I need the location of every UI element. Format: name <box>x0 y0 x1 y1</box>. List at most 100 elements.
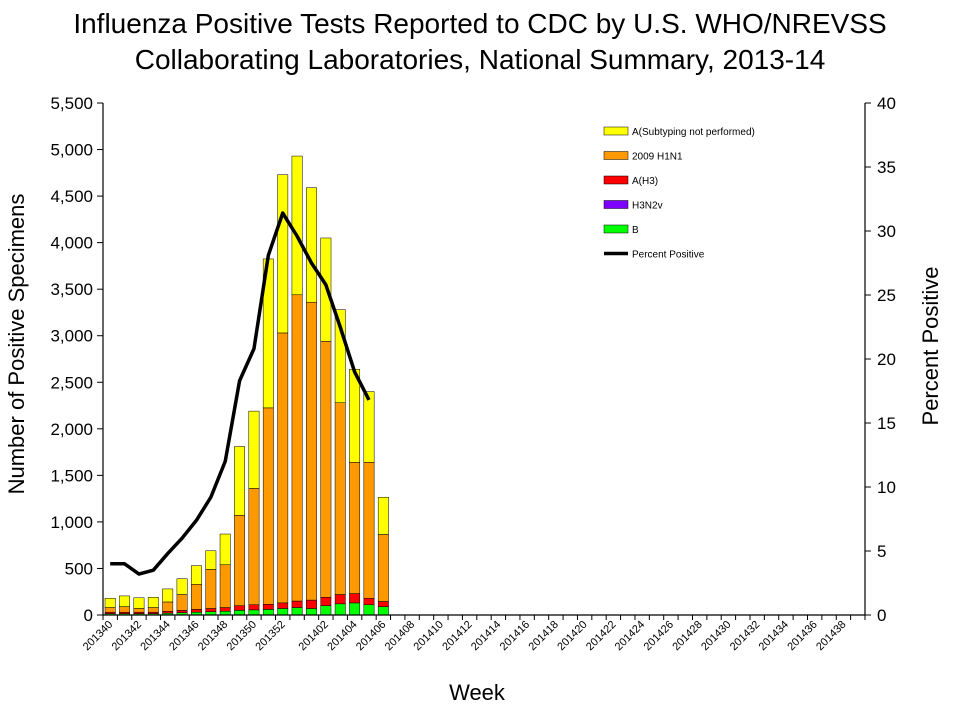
bar-b-201350 <box>248 609 260 616</box>
bar-2009-h1n1-201403 <box>334 402 346 595</box>
bar-a-subtyping-not-performed--201345 <box>176 578 188 595</box>
bar-a-subtyping-not-performed--201401 <box>306 187 317 303</box>
bar-b-201403 <box>334 603 346 616</box>
bar-a-subtyping-not-performed--201347 <box>205 550 217 570</box>
bar-2009-h1n1-201342 <box>133 608 145 613</box>
bar-a-subtyping-not-performed--201342 <box>133 597 145 609</box>
legend-label: Percent Positive <box>632 250 705 261</box>
x-tick-label: 201426 <box>642 619 676 653</box>
bar-a-h3--201348 <box>219 607 231 612</box>
bar-a-h3--201349 <box>234 605 246 611</box>
y-tick-label: 3,000 <box>50 327 93 346</box>
bar-b-201352 <box>277 608 289 616</box>
x-tick-label: 201350 <box>225 619 259 653</box>
bar-a-subtyping-not-performed--201349 <box>234 446 246 516</box>
y2-tick-label: 15 <box>877 414 896 433</box>
legend-swatch-a-subtyping-not-performed- <box>603 126 629 136</box>
y-tick-label: 5,000 <box>50 141 93 160</box>
y2-tick-label: 25 <box>877 286 896 305</box>
x-tick-label: 201430 <box>699 619 733 653</box>
axes-layer: 0 500 1,000 1,500 2,000 2,500 3,000 3,500 4,000 4… <box>50 94 895 653</box>
bar-2009-h1n1-201345 <box>176 594 188 611</box>
legend-swatch-2009-h1n1 <box>603 151 629 160</box>
bar-2009-h1n1-201349 <box>234 515 246 606</box>
y-tick-label: 2,000 <box>50 420 93 439</box>
y-tick-label: 1,000 <box>50 513 93 532</box>
chart-title-line-2: Collaborating Laboratories, National Sum… <box>134 44 826 75</box>
bar-2009-h1n1-201352 <box>277 332 289 604</box>
x-tick-label: 201432 <box>728 619 762 653</box>
legend-label: A(Subtyping not performed) <box>632 127 755 138</box>
bar-b-201406 <box>377 606 389 616</box>
chart-title-line-1: Influenza Positive Tests Reported to CDC… <box>73 8 887 39</box>
x-tick-label: 201404 <box>325 619 359 653</box>
y2-axis-label: Percent Positive <box>918 267 943 426</box>
y-axis-label: Number of Positive Specimens <box>4 194 29 495</box>
bar-b-201349 <box>234 610 246 616</box>
bar-b-201404 <box>349 602 361 616</box>
x-tick-label: 201416 <box>498 619 532 653</box>
x-tick-label: 201424 <box>613 619 647 653</box>
y-tick-label: 4,000 <box>50 234 93 253</box>
bar-2009-h1n1-201406 <box>377 534 389 602</box>
bar-a-subtyping-not-performed--201353 <box>291 155 303 296</box>
x-tick-label: 201420 <box>555 619 589 653</box>
bar-a-subtyping-not-performed--201403 <box>334 309 346 403</box>
x-tick-label: 201346 <box>167 619 201 653</box>
bar-a-h3--201344 <box>162 611 174 614</box>
x-tick-label: 201436 <box>785 619 819 653</box>
bar-a-h3--201402 <box>320 597 332 606</box>
y2-tick-label: 0 <box>877 606 886 625</box>
x-tick-label: 201408 <box>383 619 417 653</box>
y2-tick-label: 20 <box>877 350 896 369</box>
legend-swatch-a-h3- <box>603 175 629 185</box>
y-tick-label: 3,500 <box>50 280 93 299</box>
bar-2009-h1n1-201347 <box>205 569 217 609</box>
bar-2009-h1n1-201343 <box>147 607 159 613</box>
legend-swatch-b <box>603 224 629 234</box>
y-tick-label: 1,500 <box>50 466 93 485</box>
y2-tick-label: 40 <box>877 94 896 113</box>
bar-2009-h1n1-201346 <box>191 584 202 610</box>
x-tick-label: 201348 <box>196 619 230 653</box>
bar-a-subtyping-not-performed--201350 <box>248 410 260 489</box>
y-tick-label: 2,500 <box>50 373 93 392</box>
bar-2009-h1n1-201405 <box>363 462 375 599</box>
bar-2009-h1n1-201351 <box>262 407 274 605</box>
bar-2009-h1n1-201344 <box>162 601 174 612</box>
bar-a-h3--201403 <box>334 594 346 605</box>
bar-a-subtyping-not-performed--201346 <box>191 565 202 585</box>
bar-2009-h1n1-201401 <box>306 301 317 601</box>
y2-tick-label: 30 <box>877 222 896 241</box>
bar-2009-h1n1-201404 <box>349 462 361 594</box>
bar-a-subtyping-not-performed--201406 <box>377 496 389 535</box>
bar-2009-h1n1-201348 <box>219 564 231 608</box>
bar-a-h3--201352 <box>277 602 289 609</box>
x-tick-label: 201412 <box>440 619 474 653</box>
bar-2009-h1n1-201341 <box>119 606 130 613</box>
bar-a-h3--201404 <box>349 593 361 604</box>
bar-b-201402 <box>320 605 332 616</box>
x-axis-label: Week <box>449 680 506 705</box>
bar-a-h3--201405 <box>363 597 375 606</box>
bar-2009-h1n1-201340 <box>104 607 116 613</box>
x-tick-label: 201342 <box>110 619 144 653</box>
percent-positive-line <box>110 211 371 576</box>
percent-line-layer <box>110 211 371 576</box>
bar-a-subtyping-not-performed--201341 <box>119 595 130 607</box>
y2-tick-label: 10 <box>877 478 896 497</box>
x-tick-label: 201418 <box>527 619 561 653</box>
bar-a-subtyping-not-performed--201404 <box>349 368 361 463</box>
bar-b-201401 <box>306 608 317 616</box>
legend-label: 2009 H1N1 <box>632 152 683 163</box>
legend-label: H3N2v <box>632 201 663 212</box>
legend-label: B <box>632 225 639 236</box>
legend-label: A(H3) <box>632 176 658 187</box>
bar-2009-h1n1-201353 <box>291 294 303 602</box>
bar-a-h3--201401 <box>306 599 317 609</box>
x-tick-label: 201422 <box>584 619 618 653</box>
x-tick-label: 201410 <box>412 619 446 653</box>
x-tick-label: 201428 <box>670 619 704 653</box>
bar-2009-h1n1-201402 <box>320 341 332 598</box>
